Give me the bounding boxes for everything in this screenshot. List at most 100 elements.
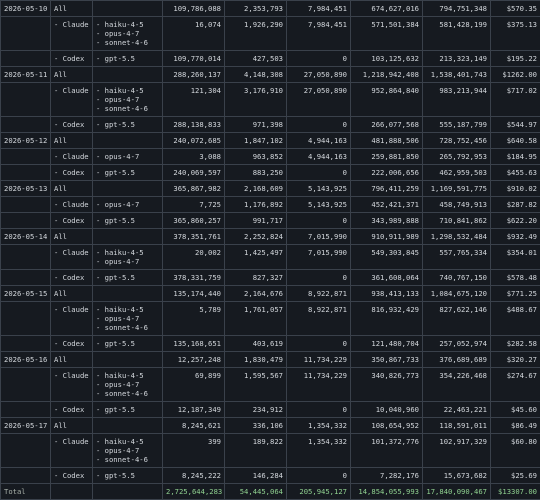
date-cell: 2026-05-16 (0, 351, 51, 368)
date-cell (0, 301, 51, 336)
value-cell: 910,911,989 (350, 228, 423, 245)
model-name: - haiku-4-5 (96, 248, 144, 257)
group-cell: - Codex (50, 467, 93, 484)
value-cell: 288,260,137 (162, 66, 225, 83)
table-row: - Codex - gpt-5.5 288,138,833 971,398 0 266,0… (0, 116, 540, 133)
value-cell: 581,428,199 (422, 16, 491, 51)
models-cell: - haiku-4-5- opus-4-7- sonnet-4-6 (92, 367, 163, 402)
date-cell: 2026-05-12 (0, 132, 51, 149)
value-cell: 794,751,348 (422, 0, 491, 17)
value-cell: 7,015,990 (286, 244, 351, 270)
model-name: - gpt-5.5 (96, 405, 135, 414)
models-cell (92, 285, 163, 302)
models-cell: - gpt-5.5 (92, 164, 163, 181)
table-row: - Claude - opus-4-7 3,088 963,852 4,944,163 2… (0, 148, 540, 165)
value-cell: 7,984,451 (286, 16, 351, 51)
model-name: - gpt-5.5 (96, 168, 135, 177)
value-cell: 288,138,833 (162, 116, 225, 133)
date-cell: 2026-05-14 (0, 228, 51, 245)
models-cell: - gpt-5.5 (92, 116, 163, 133)
models-cell (92, 351, 163, 368)
cost-cell: $640.58 (490, 132, 540, 149)
value-cell: 336,106 (224, 417, 287, 434)
value-cell: 378,331,759 (162, 269, 225, 286)
cost-cell: $455.63 (490, 164, 540, 181)
table-row: 2026-05-13 All 365,867,982 2,168,609 5,143,9… (0, 180, 540, 197)
value-cell: 240,072,685 (162, 132, 225, 149)
group-cell: All (50, 66, 93, 83)
value-cell: 1,595,567 (224, 367, 287, 402)
model-name: - gpt-5.5 (96, 120, 135, 129)
models-cell: - gpt-5.5 (92, 50, 163, 67)
value-cell: 343,989,888 (350, 212, 423, 229)
table-row: - Codex - gpt-5.5 240,069,597 883,250 0 222,0… (0, 164, 540, 181)
value-cell: 555,187,799 (422, 116, 491, 133)
model-name: - gpt-5.5 (96, 216, 135, 225)
value-cell: 1,298,532,484 (422, 228, 491, 245)
value-cell: 189,822 (224, 433, 287, 468)
value-cell: 1,847,102 (224, 132, 287, 149)
value-cell: 20,002 (162, 244, 225, 270)
models-cell (92, 66, 163, 83)
value-cell: 1,538,401,743 (422, 66, 491, 83)
value-cell: 11,734,229 (286, 351, 351, 368)
group-cell: - Claude (50, 148, 93, 165)
models-cell (92, 228, 163, 245)
value-cell: 1,354,332 (286, 417, 351, 434)
table-row: 2026-05-16 All 12,257,248 1,830,479 11,734,2… (0, 351, 540, 368)
value-cell: 481,888,506 (350, 132, 423, 149)
model-name: - sonnet-4-6 (96, 389, 148, 398)
table-row: - Claude - haiku-4-5- opus-4-7- sonnet-4-… (0, 82, 540, 117)
value-cell: 27,050,890 (286, 66, 351, 83)
cost-cell: $274.67 (490, 367, 540, 402)
value-cell: 8,922,871 (286, 285, 351, 302)
value-cell: 222,006,656 (350, 164, 423, 181)
value-cell: 2,252,824 (224, 228, 287, 245)
value-cell: 103,125,632 (350, 50, 423, 67)
cost-cell: $910.02 (490, 180, 540, 197)
group-cell: - Codex (50, 50, 93, 67)
date-cell (0, 82, 51, 117)
value-cell: 121,304 (162, 82, 225, 117)
value-cell: 3,088 (162, 148, 225, 165)
value-cell: 101,372,776 (350, 433, 423, 468)
table-row: - Claude - haiku-4-5- opus-4-7- sonnet-4-… (0, 367, 540, 402)
cost-cell: $184.95 (490, 148, 540, 165)
models-cell: - haiku-4-5- opus-4-7- sonnet-4-6 (92, 82, 163, 117)
models-cell: - gpt-5.5 (92, 269, 163, 286)
value-cell: 102,917,329 (422, 433, 491, 468)
value-cell: 12,187,349 (162, 401, 225, 418)
value-cell: 796,411,259 (350, 180, 423, 197)
group-cell: - Codex (50, 335, 93, 352)
models-cell: - gpt-5.5 (92, 467, 163, 484)
value-cell: 0 (286, 116, 351, 133)
value-cell: 3,176,910 (224, 82, 287, 117)
cost-cell: $60.80 (490, 433, 540, 468)
cost-cell: $1262.00 (490, 66, 540, 83)
table-row: 2026-05-10 All 109,786,088 2,353,793 7,984,4… (0, 0, 540, 17)
value-cell: 1,218,942,408 (350, 66, 423, 83)
value-cell: 0 (286, 164, 351, 181)
group-cell: - Claude (50, 301, 93, 336)
model-name: - haiku-4-5 (96, 20, 144, 29)
date-cell (0, 196, 51, 213)
total-value: 2,725,644,283 (162, 483, 225, 500)
date-cell (0, 148, 51, 165)
cost-cell: $488.67 (490, 301, 540, 336)
value-cell: 240,069,597 (162, 164, 225, 181)
value-cell: 7,282,176 (350, 467, 423, 484)
models-cell: - gpt-5.5 (92, 212, 163, 229)
value-cell: 109,770,014 (162, 50, 225, 67)
value-cell: 728,752,456 (422, 132, 491, 149)
model-name: - opus-4-7 (96, 95, 140, 104)
value-cell: 816,932,429 (350, 301, 423, 336)
value-cell: 376,689,689 (422, 351, 491, 368)
value-cell: 1,176,892 (224, 196, 287, 213)
value-cell: 7,015,990 (286, 228, 351, 245)
group-cell: - Codex (50, 164, 93, 181)
total-value: 54,445,064 (224, 483, 287, 500)
value-cell: 8,245,222 (162, 467, 225, 484)
value-cell: 952,864,840 (350, 82, 423, 117)
value-cell: 427,503 (224, 50, 287, 67)
